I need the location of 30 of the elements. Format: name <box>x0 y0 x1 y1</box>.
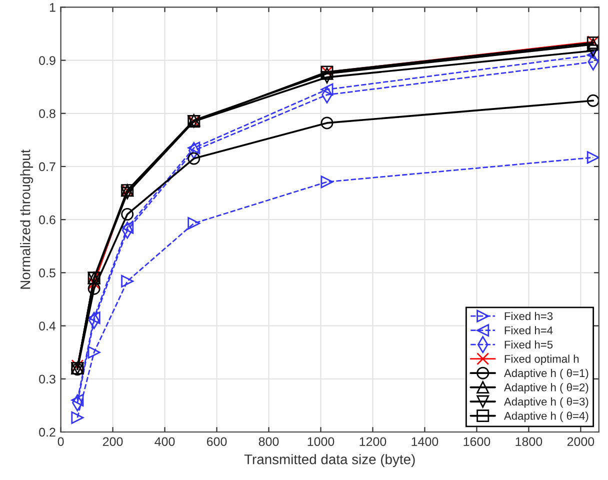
y-tick-label: 1 <box>50 3 56 12</box>
y-tick-label: 0.6 <box>39 215 56 224</box>
x-axis-title: Transmitted data size (byte) <box>244 454 415 468</box>
y-tick-label: 0.5 <box>39 268 56 278</box>
x-tick-label: 0 <box>58 437 64 446</box>
y-tick-label: 0.7 <box>39 162 56 172</box>
y-tick-label: 0.8 <box>39 109 56 118</box>
x-tick-label: 1600 <box>464 437 490 446</box>
x-tick-label: 1200 <box>360 437 386 446</box>
legend-label: Fixed optimal h <box>504 354 579 366</box>
x-tick-label: 800 <box>258 437 279 446</box>
x-tick-label: 1400 <box>412 437 438 446</box>
y-tick-label: 0.9 <box>39 56 56 65</box>
x-tick-label: 400 <box>154 437 175 446</box>
legend-label: Fixed h=4 <box>504 326 553 334</box>
legend-label: Adaptive h ( θ=3) <box>504 397 588 408</box>
x-tick-label: 600 <box>206 437 227 446</box>
x-tick-label: 2000 <box>567 437 594 446</box>
x-tick-label: 1000 <box>308 437 334 446</box>
x-tick-label: 1800 <box>516 437 542 446</box>
legend-label: Fixed h=5 <box>504 340 553 349</box>
y-tick-label: 0.3 <box>39 374 56 384</box>
y-tick-label: 0.2 <box>39 428 56 437</box>
legend-label: Adaptive h ( θ=4) <box>504 412 588 422</box>
legend-label: Adaptive h ( θ=1) <box>504 368 588 380</box>
legend-label: Fixed h=3 <box>504 312 553 320</box>
y-tick-label: 0.4 <box>39 322 56 330</box>
x-tick-label: 200 <box>102 437 123 446</box>
y-axis-title: Normalized throughput <box>20 149 34 289</box>
legend-label: Adaptive h ( θ=2) <box>504 383 588 394</box>
